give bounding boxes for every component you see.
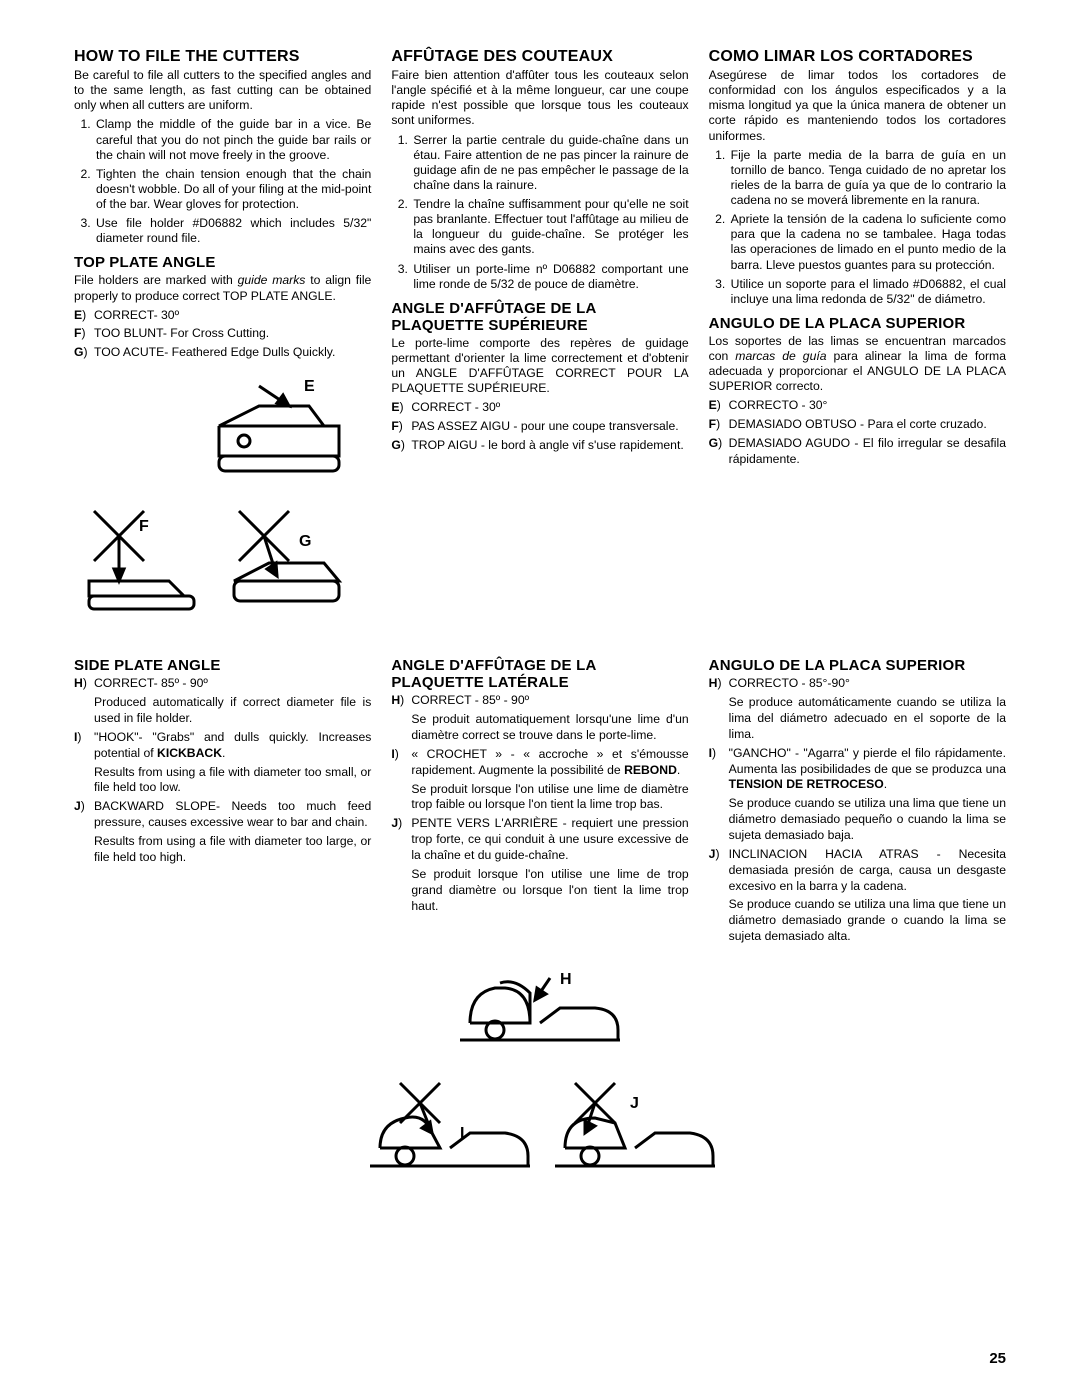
en-ol1-3: Use file holder #D06882 which includes 5… <box>94 216 371 246</box>
page-number: 25 <box>989 1350 1006 1367</box>
es-p2: Los soportes de las limas se encuentran … <box>709 334 1006 395</box>
fr-p1: Faire bien attention d'affûter tous les … <box>391 68 688 129</box>
col-es-side: ANGULO DE LA PLACA SUPERIOR H)CORRECTO -… <box>709 657 1006 948</box>
row-cutters: HOW TO FILE THE CUTTERS Be careful to fi… <box>74 48 1006 631</box>
fr-h3: ANGLE D'AFFÛTAGE DE LA PLAQUETTE LATÉRAL… <box>391 657 688 691</box>
col-fr-side: ANGLE D'AFFÛTAGE DE LA PLAQUETTE LATÉRAL… <box>391 657 688 948</box>
fr-ol1: Serrer la partie centrale du guide-chaîn… <box>391 133 688 292</box>
en-ol1-2: Tighten the chain tension enough that th… <box>94 167 371 212</box>
fr-ol1-1: Serrer la partie centrale du guide-chaîn… <box>411 133 688 194</box>
es-ol1-2: Apriete la tensión de la cadena lo sufic… <box>729 212 1006 273</box>
col-es-cutters: COMO LIMAR LOS CORTADORES Asegúrese de l… <box>709 48 1006 631</box>
es-ol1: Fije la parte media de la barra de guía … <box>709 148 1006 307</box>
svg-text:F: F <box>139 518 149 535</box>
es-ol1-3: Utilice un soporte para el limado #D0688… <box>729 277 1006 307</box>
svg-text:G: G <box>299 533 311 550</box>
es-h1: COMO LIMAR LOS CORTADORES <box>709 48 1006 66</box>
fr-efg: E)CORRECT - 30º F)PAS ASSEZ AIGU - pour … <box>391 400 688 454</box>
diagram-efg: E F <box>74 371 371 631</box>
svg-text:E: E <box>304 378 315 395</box>
svg-text:I: I <box>460 1125 464 1142</box>
en-ol1-1: Clamp the middle of the guide bar in a v… <box>94 117 371 162</box>
col-en-cutters: HOW TO FILE THE CUTTERS Be careful to fi… <box>74 48 371 631</box>
en-p2: File holders are marked with guide marks… <box>74 273 371 303</box>
svg-text:J: J <box>630 1095 639 1112</box>
fr-ol1-3: Utiliser un porte-lime nº D06882 comport… <box>411 262 688 292</box>
es-p1: Asegúrese de limar todos los cortadores … <box>709 68 1006 144</box>
en-p1: Be careful to file all cutters to the sp… <box>74 68 371 113</box>
en-efg: E)CORRECT- 30º F)TOO BLUNT- For Cross Cu… <box>74 308 371 362</box>
fr-p2: Le porte-lime comporte des repères de gu… <box>391 336 688 397</box>
fr-h2: ANGLE D'AFFÛTAGE DE LA PLAQUETTE SUPÉRIE… <box>391 300 688 334</box>
col-en-side: SIDE PLATE ANGLE H)CORRECT- 85º - 90ºPro… <box>74 657 371 948</box>
fr-h1: AFFÛTAGE DES COUTEAUX <box>391 48 688 66</box>
fr-ol1-2: Tendre la chaîne suffisamment pour qu'el… <box>411 197 688 258</box>
es-efg: E)CORRECTO - 30° F)DEMASIADO OBTUSO - Pa… <box>709 398 1006 467</box>
row-side-plate: SIDE PLATE ANGLE H)CORRECT- 85º - 90ºPro… <box>74 657 1006 948</box>
diagram-hij: H I <box>340 968 740 1188</box>
es-ol1-1: Fije la parte media de la barra de guía … <box>729 148 1006 209</box>
es-h2: ANGULO DE LA PLACA SUPERIOR <box>709 315 1006 332</box>
es-h3: ANGULO DE LA PLACA SUPERIOR <box>709 657 1006 674</box>
en-h3: SIDE PLATE ANGLE <box>74 657 371 674</box>
en-h1: HOW TO FILE THE CUTTERS <box>74 48 371 66</box>
svg-text:H: H <box>560 971 572 988</box>
col-fr-cutters: AFFÛTAGE DES COUTEAUX Faire bien attenti… <box>391 48 688 631</box>
en-ol1: Clamp the middle of the guide bar in a v… <box>74 117 371 246</box>
en-h2: TOP PLATE ANGLE <box>74 254 371 271</box>
